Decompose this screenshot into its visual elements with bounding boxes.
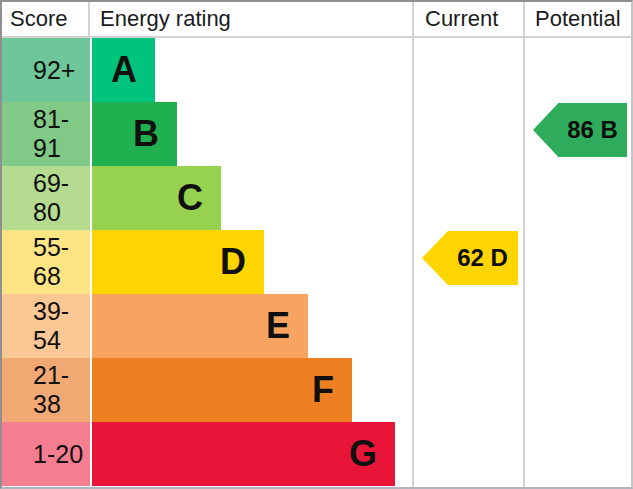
epc-energy-rating-chart: Score Energy rating Current Potential 92… [0, 0, 633, 489]
band-letter-g: G [349, 436, 377, 472]
current-rating-arrow: 62 D [422, 231, 518, 285]
score-range-f: 21-38 [2, 358, 90, 422]
band-letter-d: D [220, 244, 246, 280]
band-bar-d: D [92, 230, 264, 294]
band-row-g: 1-20 G [2, 422, 411, 486]
band-letter-f: F [312, 372, 334, 408]
band-bar-g: G [92, 422, 395, 486]
band-letter-a: A [111, 52, 137, 88]
band-letter-e: E [266, 308, 290, 344]
potential-rating-arrow: 86 B [533, 103, 627, 157]
score-column-header: Score [10, 2, 67, 36]
band-row-d: 55-68 D [2, 230, 411, 294]
band-bar-b: B [92, 102, 177, 166]
chart-header: Score Energy rating Current Potential [2, 2, 631, 36]
band-letter-b: B [133, 116, 159, 152]
band-rows: 92+ A 81-91 B 69-80 C 55-68 D 39-54 [2, 38, 411, 486]
score-column-divider [88, 2, 90, 36]
band-row-e: 39-54 E [2, 294, 411, 358]
band-bar-f: F [92, 358, 352, 422]
band-row-f: 21-38 F [2, 358, 411, 422]
potential-column-divider [523, 2, 525, 487]
score-range-b: 81-91 [2, 102, 90, 166]
band-bar-c: C [92, 166, 221, 230]
band-row-b: 81-91 B [2, 102, 411, 166]
band-bar-a: A [92, 38, 155, 102]
energy-rating-column-header: Energy rating [100, 2, 231, 36]
band-row-c: 69-80 C [2, 166, 411, 230]
score-range-d: 55-68 [2, 230, 90, 294]
score-range-c: 69-80 [2, 166, 90, 230]
potential-column-header: Potential [535, 2, 621, 36]
band-row-a: 92+ A [2, 38, 411, 102]
score-range-a: 92+ [2, 38, 90, 102]
band-letter-c: C [177, 180, 203, 216]
current-column-divider [412, 2, 414, 487]
score-range-g: 1-20 [2, 422, 90, 486]
current-column-header: Current [425, 2, 498, 36]
band-bar-e: E [92, 294, 308, 358]
score-range-e: 39-54 [2, 294, 90, 358]
